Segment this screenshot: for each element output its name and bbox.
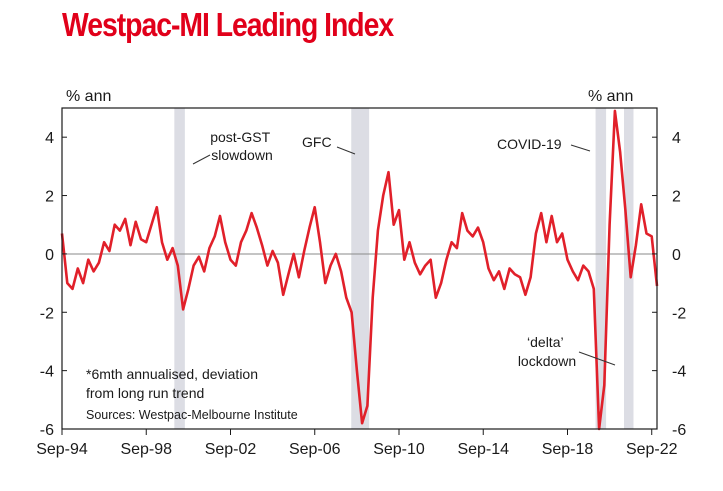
annotation-gfc: GFC — [302, 134, 332, 150]
y-tick-label-left: -2 — [40, 305, 54, 322]
annotation-covid-leader — [570, 144, 591, 152]
plot-frame — [61, 107, 658, 430]
shaded-period-1 — [174, 108, 185, 429]
series-line-leading-index — [60, 109, 659, 431]
y-tick-label-left: 4 — [45, 130, 54, 147]
footnote: *6mth annualised, deviation from long ru… — [86, 366, 262, 401]
y-tick-label-left: -6 — [40, 422, 54, 439]
annotation-delta-leader — [578, 351, 616, 366]
x-tick-label: Sep-94 — [36, 441, 88, 458]
annotation-covid: COVID-19 — [497, 136, 562, 152]
y-tick-label-right: -4 — [672, 364, 686, 381]
y-axis-label-right: % ann — [588, 88, 633, 105]
x-tick-label: Sep-18 — [542, 441, 594, 458]
y-tick-label-right: -2 — [672, 305, 686, 322]
x-tick-label: Sep-02 — [205, 441, 257, 458]
y-tick-label-left: -4 — [40, 364, 54, 381]
x-tick-label: Sep-06 — [289, 441, 341, 458]
y-tick-label-right: -6 — [672, 422, 686, 439]
annotation-gfc-leader — [336, 146, 356, 155]
y-tick-label-right: 2 — [672, 189, 681, 206]
y-axis-label-left: % ann — [66, 88, 111, 105]
shaded-period-3 — [595, 108, 607, 429]
x-tick-label: Sep-22 — [626, 441, 678, 458]
x-tick-label: Sep-10 — [373, 441, 425, 458]
y-tick-label-right: 0 — [672, 247, 681, 264]
x-tick-label: Sep-98 — [120, 441, 172, 458]
annotation-post-gst-leader — [192, 154, 211, 165]
chart-title: Westpac-MI Leading Index — [62, 6, 394, 43]
x-tick-label: Sep-14 — [457, 441, 509, 458]
annotation-post-gst: post-GST slowdown — [210, 129, 274, 163]
source-note: Sources: Westpac-Melbourne Institute — [86, 408, 298, 422]
annotation-delta-lockdown: ‘delta’ lockdown — [518, 334, 576, 369]
y-tick-label-right: 4 — [672, 130, 681, 147]
y-tick-label-left: 2 — [45, 189, 54, 206]
shaded-period-2 — [351, 108, 370, 429]
y-tick-label-left: 0 — [45, 247, 54, 264]
